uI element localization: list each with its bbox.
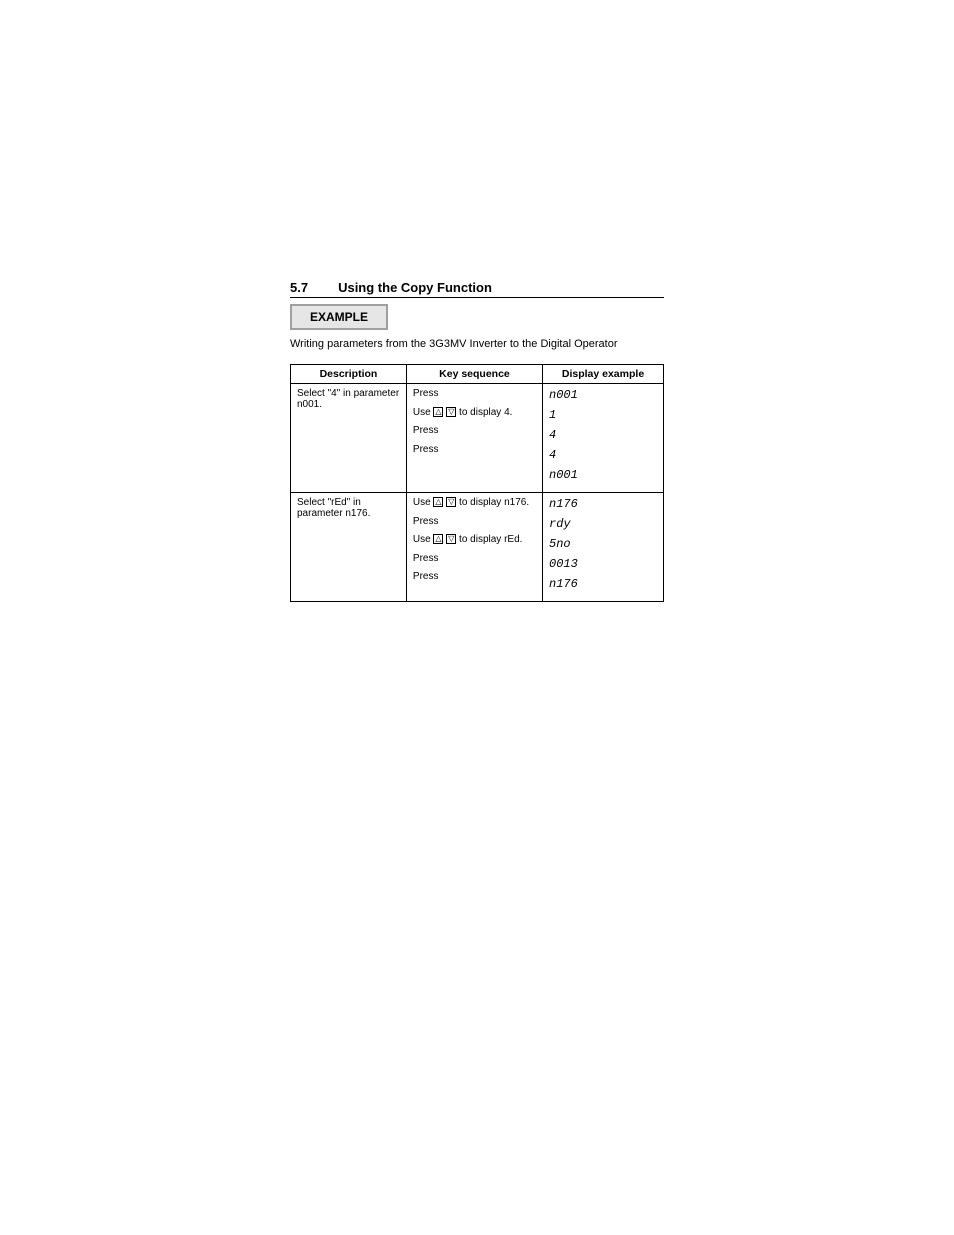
- down-arrow-icon: ▽: [446, 407, 456, 417]
- seven-segment-value: 0013: [549, 557, 657, 571]
- key-step: Use △ ▽ to display n176.: [413, 497, 536, 510]
- key-step: Press: [413, 425, 536, 438]
- key-step: Press: [413, 388, 536, 401]
- down-arrow-icon: ▽: [446, 497, 456, 507]
- key-step: Use △ ▽ to display 4.: [413, 407, 536, 420]
- down-arrow-icon: ▽: [446, 534, 456, 544]
- description-cell: Select "rEd" in parameter n176.: [291, 493, 407, 602]
- key-step: Use △ ▽ to display rEd.: [413, 534, 536, 547]
- description-cell: Select "4" in parameter n001.: [291, 384, 407, 493]
- up-arrow-icon: △: [433, 497, 443, 507]
- seven-segment-value: 1: [549, 408, 657, 422]
- seven-segment-value: 5no: [549, 537, 657, 551]
- seven-segment-value: 4: [549, 448, 657, 462]
- seven-segment-value: n001: [549, 468, 657, 482]
- seven-segment-value: 4: [549, 428, 657, 442]
- key-step: Press: [413, 571, 536, 584]
- intro-text: Writing parameters from the 3G3MV Invert…: [290, 338, 664, 350]
- seven-segment-value: rdy: [549, 517, 657, 531]
- display-cell: n001 1 4 4 n001: [543, 384, 664, 493]
- section-number: 5.7: [290, 280, 308, 295]
- key-step: Press: [413, 553, 536, 566]
- up-arrow-icon: △: [433, 534, 443, 544]
- seven-segment-value: n001: [549, 388, 657, 402]
- col-keysequence: Key sequence: [406, 365, 542, 384]
- section-title: Using the Copy Function: [338, 280, 492, 295]
- col-description: Description: [291, 365, 407, 384]
- key-step: Press: [413, 444, 536, 457]
- example-label: EXAMPLE: [290, 304, 388, 330]
- col-display: Display example: [543, 365, 664, 384]
- display-cell: n176 rdy 5no 0013 n176: [543, 493, 664, 602]
- keysequence-cell: Press Use △ ▽ to display 4. Press Press: [406, 384, 542, 493]
- key-step: Press: [413, 516, 536, 529]
- operation-sequence-table: Description Key sequence Display example…: [290, 364, 664, 602]
- up-arrow-icon: △: [433, 407, 443, 417]
- seven-segment-value: n176: [549, 577, 657, 591]
- table-row: Select "rEd" in parameter n176.Use △ ▽ t…: [291, 493, 664, 602]
- keysequence-cell: Use △ ▽ to display n176. Press Use △ ▽ to…: [406, 493, 542, 602]
- section-header: 5.7 Using the Copy Function: [290, 280, 664, 298]
- table-row: Select "4" in parameter n001.Press Use △…: [291, 384, 664, 493]
- seven-segment-value: n176: [549, 497, 657, 511]
